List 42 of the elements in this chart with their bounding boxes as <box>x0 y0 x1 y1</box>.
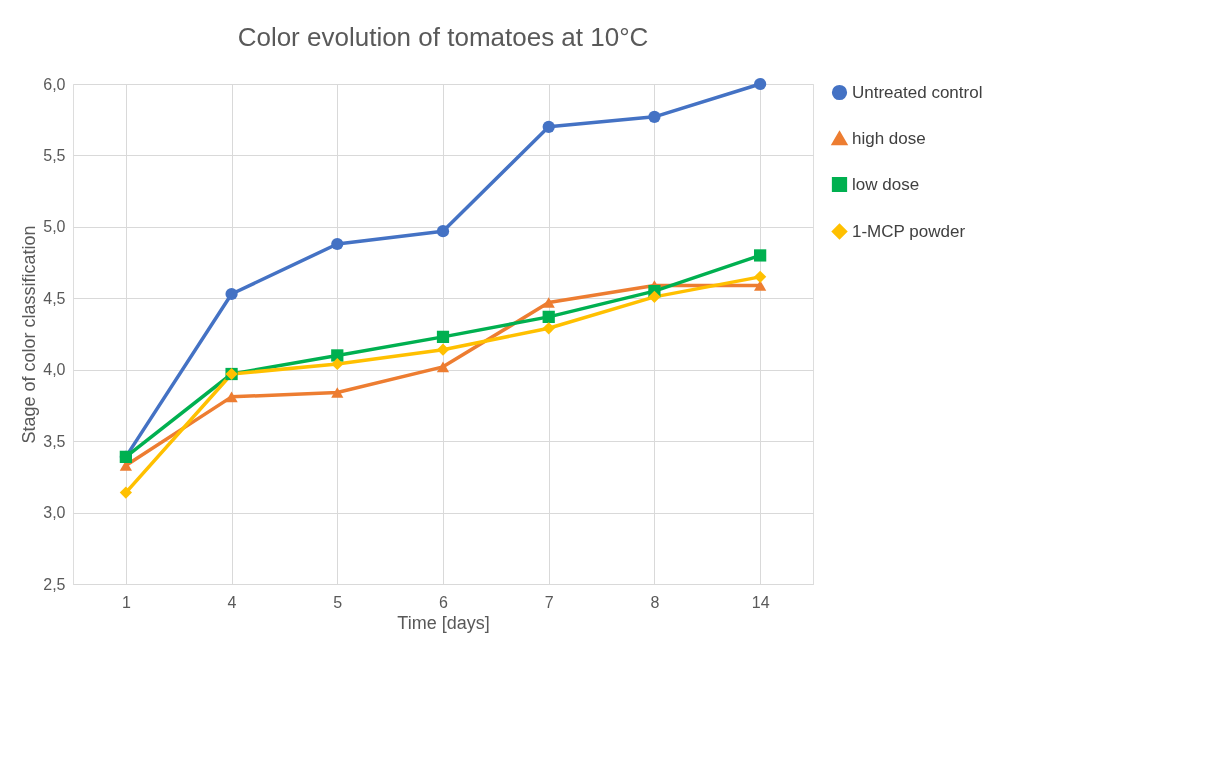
legend-label: Untreated control <box>852 82 983 102</box>
x-tick-label: 4 <box>227 593 237 611</box>
y-tick-label: 5,5 <box>43 146 66 164</box>
point <box>436 330 450 343</box>
point <box>542 310 555 323</box>
x-tick-label: 6 <box>439 593 449 611</box>
point <box>542 322 555 335</box>
point <box>331 349 344 362</box>
point <box>648 110 661 123</box>
point <box>436 225 450 238</box>
point <box>754 77 767 91</box>
point <box>436 343 450 356</box>
y-axis-title: Stage of color classification <box>19 225 40 444</box>
y-tick-label: 5,0 <box>43 218 66 236</box>
point <box>331 237 344 251</box>
y-tick-label: 4,5 <box>43 289 66 307</box>
y-tick-label: 6,0 <box>43 75 66 93</box>
point <box>754 270 767 283</box>
legend-label: 1-MCP powder <box>852 221 966 241</box>
point <box>754 249 767 262</box>
x-tick-label: 1 <box>121 593 131 611</box>
x-tick-label: 8 <box>650 593 660 611</box>
x-tick-label: 5 <box>333 593 343 611</box>
x-axis-title: Time [days] <box>397 612 490 633</box>
y-tick-label: 4,0 <box>43 361 66 379</box>
chart-title: Color evolution of tomatoes at 10°C <box>237 22 649 52</box>
x-tick-label: 14 <box>751 593 770 611</box>
point <box>542 120 555 133</box>
legend-label: high dose <box>852 128 926 148</box>
y-tick-label: 3,0 <box>43 504 66 522</box>
point <box>331 357 344 371</box>
x-tick-label: 7 <box>544 593 554 611</box>
point <box>436 361 450 373</box>
point <box>225 287 238 301</box>
y-tick-label: 3,5 <box>43 432 66 450</box>
point <box>225 391 238 403</box>
point <box>648 290 661 303</box>
legend-label: low dose <box>852 174 920 194</box>
point <box>119 486 132 499</box>
point <box>331 387 344 398</box>
y-tick-label: 2,5 <box>43 575 66 593</box>
point <box>542 297 555 308</box>
